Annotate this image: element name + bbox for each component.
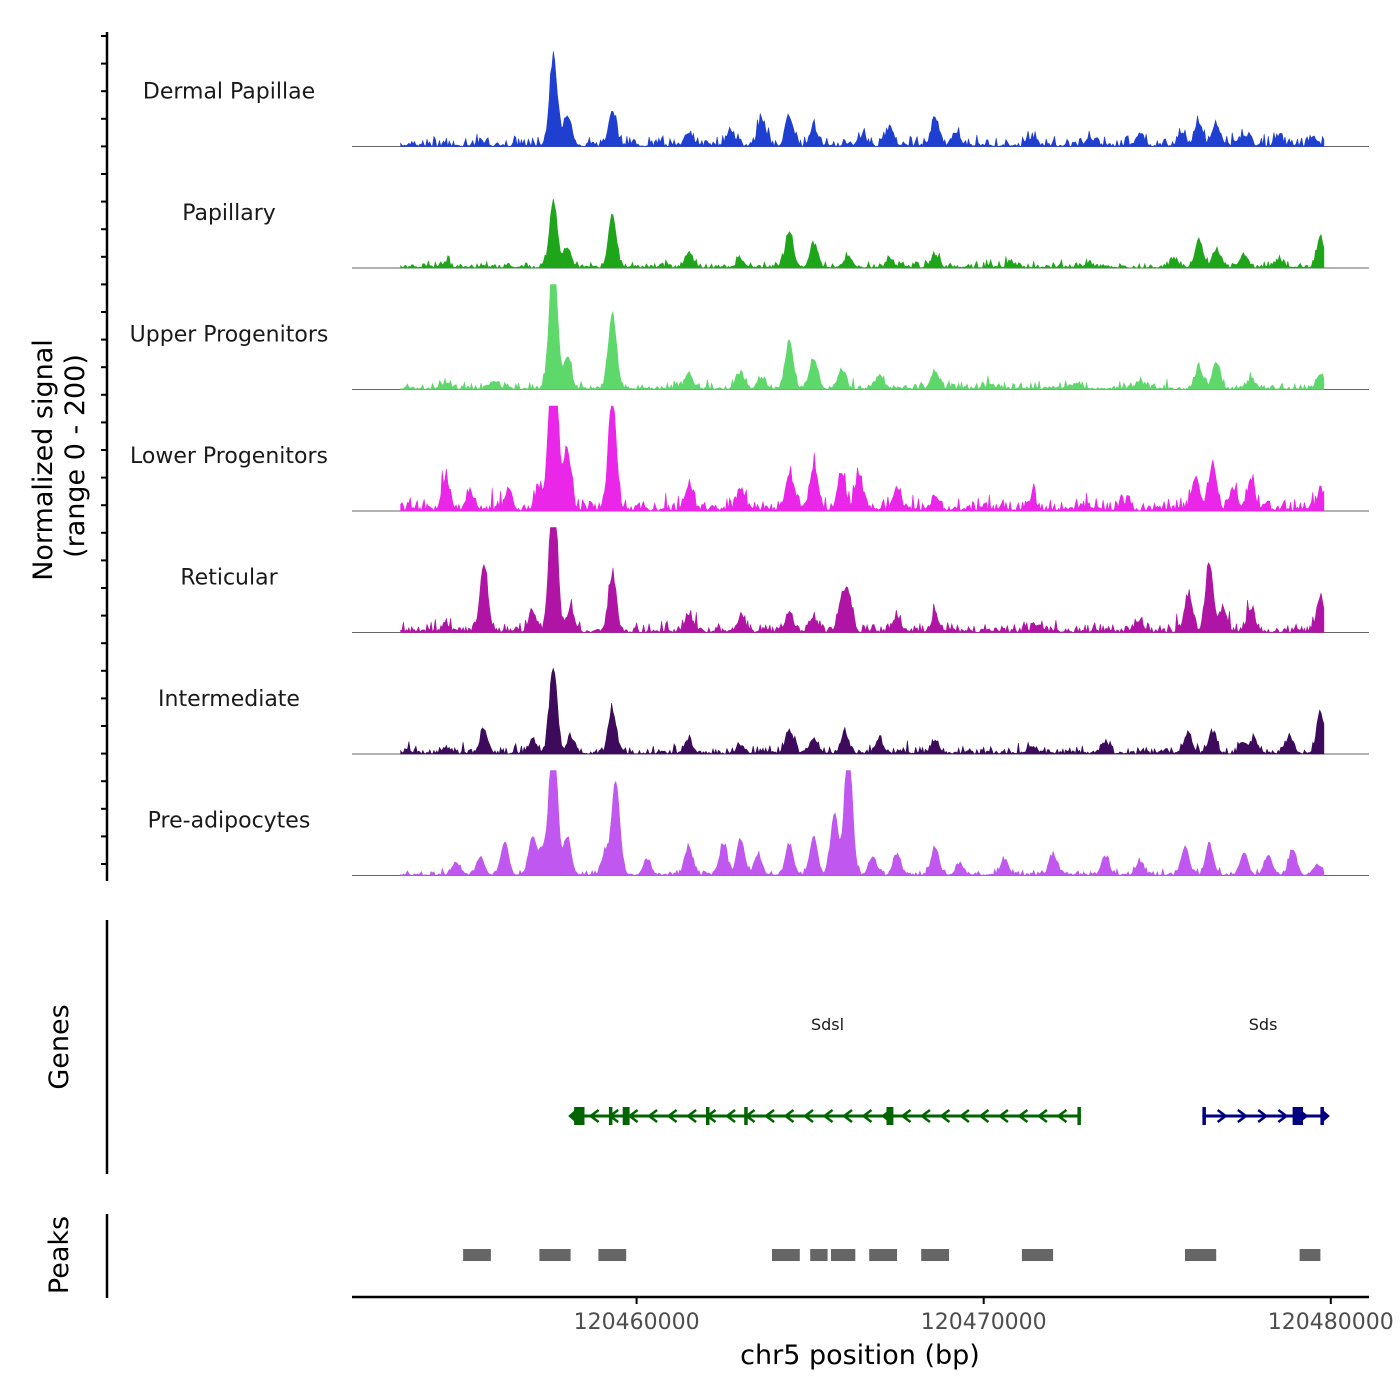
coverage-area (400, 770, 1325, 877)
gene-model: Sdsl (568, 1015, 1081, 1125)
gene-exon (1320, 1107, 1324, 1125)
coverage-track: Upper Progenitors (130, 284, 1369, 391)
track-label: Upper Progenitors (130, 323, 329, 348)
coverage-area (400, 198, 1325, 269)
track-label: Reticular (180, 566, 278, 591)
strand-arrow (861, 1109, 873, 1123)
strand-arrow (822, 1109, 834, 1123)
coverage-track: Dermal Papillae (143, 51, 1369, 148)
strand-arrow (686, 1109, 697, 1123)
strand-arrow (900, 1109, 912, 1123)
coverage-track: Papillary (182, 198, 1369, 269)
peaks-title-group: Peaks (44, 1216, 75, 1294)
gene-models: Sdsl Sds (568, 1015, 1330, 1125)
strand-arrow (783, 1109, 795, 1123)
track-label: Dermal Papillae (143, 80, 315, 105)
strand-arrow (1017, 1108, 1029, 1124)
coverage-track: Lower Progenitors (130, 405, 1369, 513)
y-axis-subtitle-group: (range 0 - 200) (60, 354, 91, 558)
coverage-track: Pre-adipocytes (148, 770, 1369, 877)
x-tick-label: 120470000 (921, 1310, 1047, 1335)
gene-name-label: Sds (1249, 1015, 1278, 1034)
strand-arrow (724, 1109, 736, 1123)
y-axis-title-group: Normalized signal (28, 339, 59, 581)
strand-arrow (1277, 1109, 1289, 1123)
peak-region (539, 1249, 571, 1261)
coverage-area (400, 405, 1325, 513)
signal-axis-ticks (101, 35, 107, 865)
x-tick-label: 120480000 (1268, 1310, 1394, 1335)
strand-arrow (1216, 1109, 1228, 1123)
strand-arrow (588, 1109, 600, 1123)
gene-exon (622, 1107, 630, 1125)
peak-regions (463, 1249, 1321, 1261)
x-tick-label: 120460000 (574, 1310, 700, 1335)
gene-exon (706, 1107, 710, 1125)
track-label: Lower Progenitors (130, 444, 328, 469)
x-axis-title: chr5 position (bp) (740, 1340, 980, 1371)
strand-arrow (666, 1109, 678, 1123)
track-label: Pre-adipocytes (148, 809, 311, 834)
gene-model: Sds (1202, 1015, 1330, 1125)
strand-arrow (958, 1109, 970, 1123)
strand-arrow (763, 1109, 775, 1123)
coverage-track: Reticular (180, 527, 1369, 634)
peak-region (869, 1249, 897, 1261)
coverage-area (400, 667, 1325, 756)
peak-region (772, 1249, 800, 1261)
peak-region (598, 1249, 627, 1261)
peaks-track-title: Peaks (44, 1216, 75, 1294)
peak-region (810, 1249, 828, 1261)
strand-arrow (1237, 1109, 1248, 1123)
strand-arrow (647, 1109, 658, 1123)
strand-arrow (1257, 1109, 1269, 1123)
peak-region (831, 1249, 856, 1261)
strand-arrow (841, 1109, 853, 1123)
strand-arrow (939, 1109, 951, 1123)
strand-arrow (978, 1109, 990, 1123)
coverage-area (400, 51, 1325, 148)
coverage-area (400, 527, 1325, 634)
strand-arrow (997, 1109, 1009, 1123)
gene-exon (574, 1107, 585, 1125)
gene-exon (1292, 1107, 1303, 1125)
x-axis-ticks: 120460000 120470000 120480000 (574, 1297, 1394, 1335)
y-axis-range-label: (range 0 - 200) (60, 354, 91, 558)
strand-arrow (1036, 1109, 1048, 1123)
gene-exon (1202, 1107, 1206, 1125)
gene-exon (1077, 1107, 1081, 1125)
coverage-tracks: Dermal Papillae Papillary Upper Progenitor… (130, 51, 1369, 877)
genes-title-group: Genes (44, 1004, 75, 1089)
gene-exon (744, 1107, 748, 1125)
peak-region (463, 1249, 491, 1261)
y-axis-title: Normalized signal (28, 339, 59, 581)
peak-region (1299, 1249, 1321, 1261)
track-label: Papillary (182, 201, 276, 226)
coverage-area (400, 284, 1325, 391)
coverage-track: Intermediate (158, 667, 1369, 756)
peak-region (1021, 1249, 1054, 1261)
gene-exon (886, 1107, 894, 1125)
strand-arrow (627, 1109, 639, 1123)
genes-track-title: Genes (44, 1004, 75, 1089)
gene-name-label: Sdsl (811, 1015, 844, 1034)
strand-arrow (802, 1109, 814, 1123)
peak-region (921, 1249, 949, 1261)
strand-arrow (919, 1109, 931, 1123)
peak-region (1185, 1249, 1217, 1261)
gene-exon (608, 1107, 613, 1125)
strand-arrow (1056, 1109, 1068, 1123)
track-label: Intermediate (158, 687, 300, 712)
